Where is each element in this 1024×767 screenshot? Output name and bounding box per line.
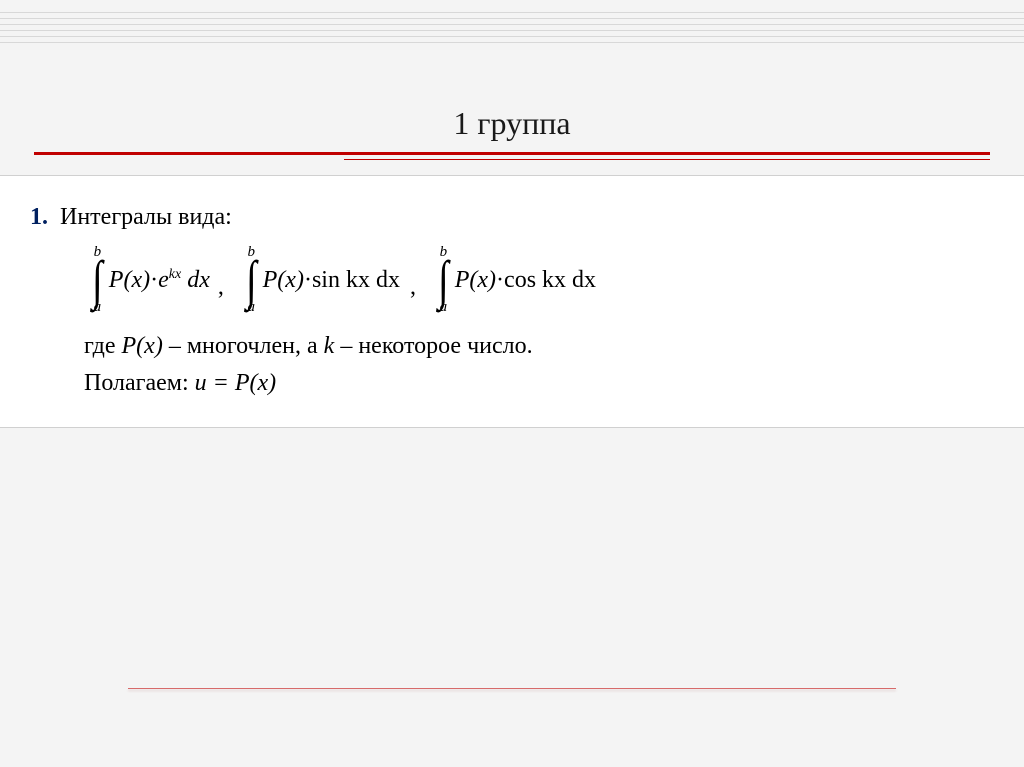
content-panel: 1. Интегралы вида: b ∫ a P(x)·ekx dx , b… (0, 175, 1024, 428)
slide-header: 1 группа (0, 105, 1024, 142)
where-line: где P(x) – многочлен, а k – некоторое чи… (84, 333, 992, 360)
slide-title: 1 группа (0, 105, 1024, 142)
integrand-1: P(x)·ekx dx (109, 267, 210, 294)
integrals-row: b ∫ a P(x)·ekx dx , b ∫ a P(x)·sin kx dx… (90, 245, 992, 315)
integral-sign-2: b ∫ a (244, 245, 259, 315)
integral-icon: ∫ (246, 258, 257, 302)
intro-text: Интегралы вида: (60, 204, 232, 230)
integrand-3: P(x)·cos kx dx (455, 267, 596, 294)
assume-line: Полагаем: u = P(x) (84, 370, 992, 397)
footer-rule (128, 688, 896, 689)
integrand-2: P(x)·sin kx dx (263, 267, 402, 294)
integral-sign-1: b ∫ a (90, 245, 105, 315)
top-stripes (0, 12, 1024, 43)
item-number: 1. (30, 204, 48, 230)
integral-icon: ∫ (438, 258, 449, 302)
integral-sign-3: b ∫ a (436, 245, 451, 315)
integral-icon: ∫ (92, 258, 103, 302)
title-underline (34, 152, 990, 160)
intro-line: 1. Интегралы вида: (30, 204, 992, 231)
